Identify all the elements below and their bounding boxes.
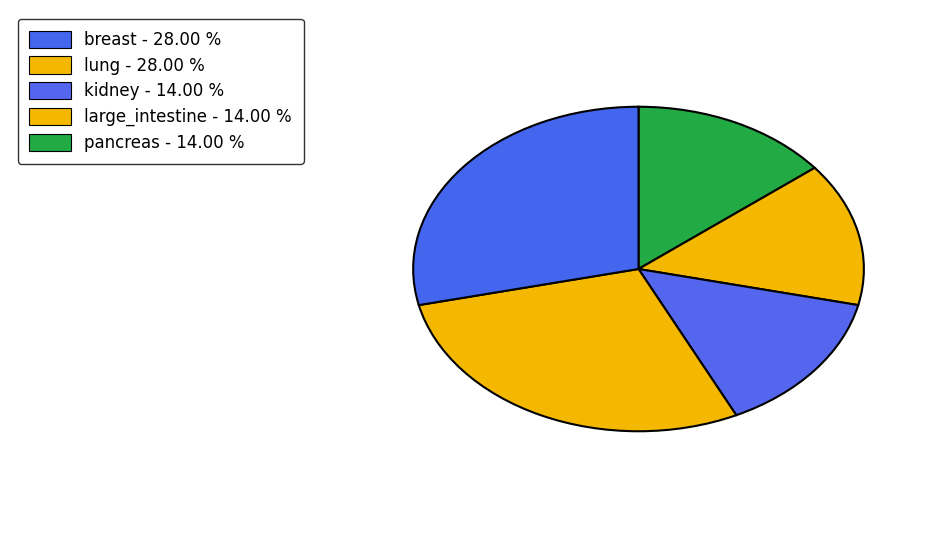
Wedge shape [639,168,864,305]
Wedge shape [419,269,736,431]
Wedge shape [413,107,639,305]
Wedge shape [639,107,815,269]
Legend: breast - 28.00 %, lung - 28.00 %, kidney - 14.00 %, large_intestine - 14.00 %, p: breast - 28.00 %, lung - 28.00 %, kidney… [18,19,303,164]
Wedge shape [639,269,858,415]
